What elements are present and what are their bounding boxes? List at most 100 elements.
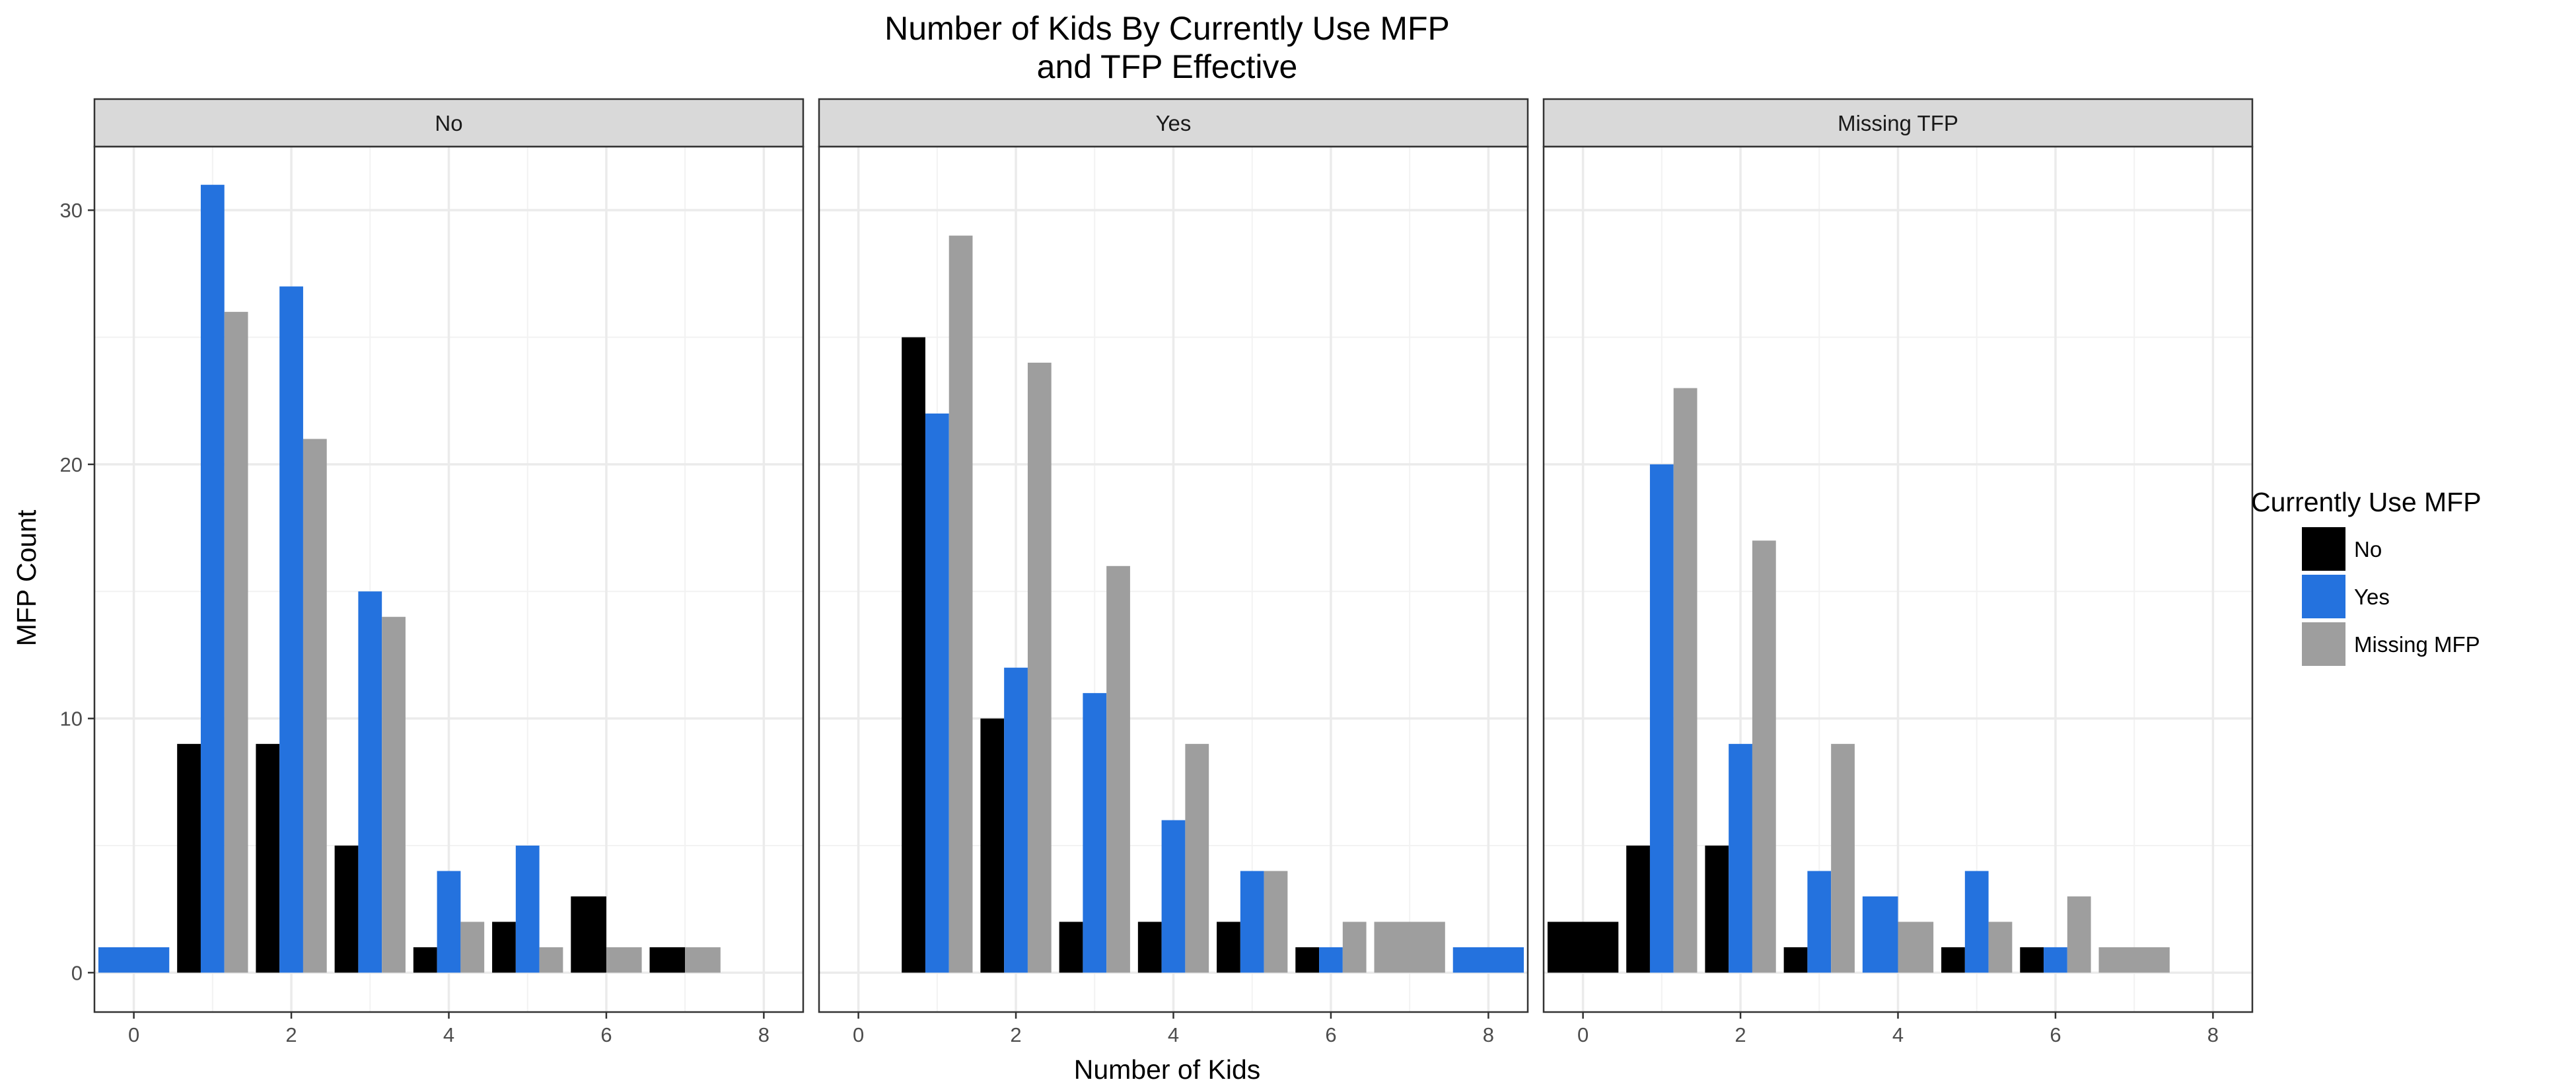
bar-missing-mfp xyxy=(1898,922,1934,973)
facet-panel-1: No 0 2 4 6 8 0 10 20 30 xyxy=(60,98,805,1046)
bar-missing-mfp xyxy=(1106,565,1130,973)
bars xyxy=(902,235,1524,973)
x-tick-label: 0 xyxy=(1577,1023,1589,1046)
bar-no xyxy=(571,896,606,973)
legend-entries: No Yes Missing MFP xyxy=(2301,526,2480,667)
bar-yes xyxy=(1240,871,1264,973)
bar-missing-mfp xyxy=(224,312,248,973)
bar-yes xyxy=(1452,947,1524,973)
bar-no xyxy=(902,337,925,973)
x-tick-label: 6 xyxy=(2050,1023,2061,1046)
bar-yes xyxy=(1161,820,1186,973)
x-tick-label: 8 xyxy=(758,1023,769,1046)
bar-no xyxy=(1783,947,1808,973)
bar-no xyxy=(1626,846,1650,973)
x-tick-label: 2 xyxy=(285,1023,297,1046)
bar-no xyxy=(1295,947,1320,973)
bar-no xyxy=(256,744,280,973)
bar-missing-mfp xyxy=(2067,896,2091,973)
bar-no xyxy=(1547,922,1619,973)
legend-label: Yes xyxy=(2354,585,2390,609)
bar-yes xyxy=(1004,667,1028,973)
bar-missing-mfp xyxy=(1374,922,1445,973)
bar-yes xyxy=(515,846,540,973)
bar-missing-mfp xyxy=(1752,540,1776,973)
bar-missing-mfp xyxy=(539,947,563,973)
bar-missing-mfp xyxy=(1831,744,1855,973)
x-tick-label: 8 xyxy=(2207,1023,2219,1046)
bar-missing-mfp xyxy=(1988,922,2013,973)
facet-panel-3: Missing TFP 0 2 4 6 8 xyxy=(1542,98,2254,1046)
bar-missing-mfp xyxy=(460,922,485,973)
x-axis-ticks: 0 2 4 6 8 xyxy=(1577,1012,2219,1046)
y-axis-ticks: 0 10 20 30 xyxy=(60,199,94,984)
bar-yes xyxy=(2044,947,2067,973)
bar-missing-mfp xyxy=(303,439,327,973)
y-axis-title: MFP Count xyxy=(11,509,42,646)
bar-yes xyxy=(98,947,170,973)
facet-strip-label: Missing TFP xyxy=(1838,111,1958,135)
bar-yes xyxy=(1729,744,1752,973)
bars xyxy=(1547,388,2170,973)
bar-yes xyxy=(358,591,382,973)
x-tick-label: 4 xyxy=(1168,1023,1179,1046)
bar-no xyxy=(1941,947,1965,973)
x-tick-label: 4 xyxy=(1892,1023,1904,1046)
legend-title: Currently Use MFP xyxy=(2251,487,2482,517)
facet-strip xyxy=(93,98,805,148)
bar-no xyxy=(1217,922,1240,973)
facet-strip xyxy=(818,98,1529,148)
bar-no xyxy=(177,744,201,973)
x-tick-label: 4 xyxy=(443,1023,454,1046)
x-tick-label: 6 xyxy=(1325,1023,1336,1046)
legend-entry: No xyxy=(2301,526,2382,572)
x-tick-label: 2 xyxy=(1010,1023,1021,1046)
x-axis-ticks: 0 2 4 6 8 xyxy=(128,1012,769,1046)
legend-label: Missing MFP xyxy=(2354,632,2480,657)
bar-no xyxy=(2020,947,2044,973)
x-tick-label: 0 xyxy=(128,1023,139,1046)
facet-panels: No 0 2 4 6 8 0 10 20 30 Yes 0 2 4 6 8 Missing TFP 0 2 4 6 8 xyxy=(60,98,2254,1046)
bar-yes xyxy=(279,286,303,973)
bar-no xyxy=(492,922,516,973)
bar-missing-mfp xyxy=(606,947,642,973)
bar-missing-mfp xyxy=(685,947,721,973)
legend-key xyxy=(2301,573,2347,620)
x-axis-ticks: 0 2 4 6 8 xyxy=(853,1012,1494,1046)
bar-no xyxy=(649,947,686,973)
bar-no xyxy=(334,846,359,973)
legend-entry: Missing MFP xyxy=(2301,621,2480,667)
y-tick-label: 0 xyxy=(71,961,83,984)
x-tick-label: 0 xyxy=(853,1023,864,1046)
y-tick-label: 30 xyxy=(60,199,83,222)
legend-label: No xyxy=(2354,537,2382,562)
bar-no xyxy=(413,947,437,973)
bar-missing-mfp xyxy=(2098,947,2170,973)
bar-no xyxy=(1137,922,1162,973)
x-axis-title: Number of Kids xyxy=(1074,1054,1261,1085)
bar-yes xyxy=(1649,464,1674,973)
bar-yes xyxy=(1862,896,1898,973)
chart-title-line-1: Number of Kids By Currently Use MFP xyxy=(884,10,1450,47)
bar-missing-mfp xyxy=(382,616,406,973)
x-tick-label: 2 xyxy=(1735,1023,1746,1046)
bar-yes xyxy=(1807,871,1832,973)
bar-yes xyxy=(1319,947,1343,973)
bar-yes xyxy=(1964,871,1989,973)
x-tick-label: 8 xyxy=(1483,1023,1494,1046)
bar-missing-mfp xyxy=(1673,388,1698,973)
bars xyxy=(98,184,721,973)
legend: Currently Use MFP No Yes Missing MFP xyxy=(2251,487,2482,667)
legend-key xyxy=(2301,621,2347,667)
bar-yes xyxy=(925,413,949,973)
bar-missing-mfp xyxy=(1185,744,1209,973)
facet-strip-label: Yes xyxy=(1156,111,1192,135)
x-tick-label: 6 xyxy=(600,1023,612,1046)
facet-strip-label: No xyxy=(435,111,462,135)
chart-title-line-2: and TFP Effective xyxy=(1037,48,1298,85)
bar-no xyxy=(980,718,1005,973)
bar-missing-mfp xyxy=(1264,871,1288,973)
bar-yes xyxy=(437,871,461,973)
bar-yes xyxy=(200,184,225,973)
